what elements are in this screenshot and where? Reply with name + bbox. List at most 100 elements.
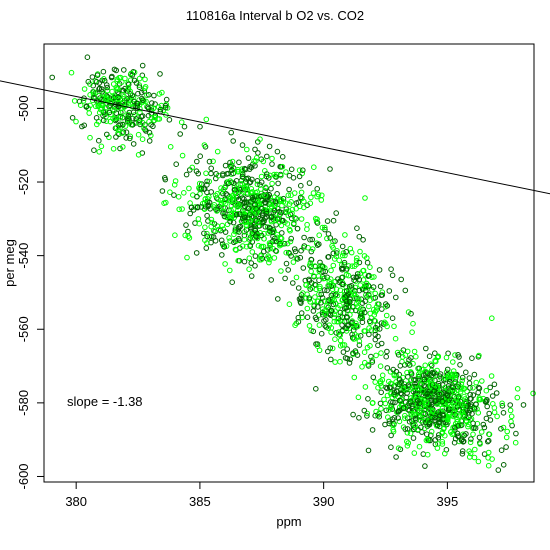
data-point [306,262,313,269]
data-point [520,402,527,408]
data-point [163,96,170,103]
data-point [206,158,213,165]
data-point [253,206,259,212]
data-point [303,295,309,301]
data-point [306,276,312,283]
data-point [402,415,408,422]
data-point [397,407,403,414]
data-point [100,117,107,124]
data-point [459,374,466,381]
data-point [353,274,360,281]
data-point [232,190,239,196]
data-point [157,71,163,77]
data-point [148,132,154,139]
data-point [217,197,224,204]
data-point [131,98,137,105]
data-point [273,171,280,178]
data-point [486,431,493,438]
data-point [268,203,275,210]
data-point [344,301,350,307]
data-point [430,408,436,415]
data-point [498,426,504,432]
data-point [391,323,397,330]
data-point [151,92,157,99]
data-point [139,72,146,79]
data-point [220,172,226,179]
data-point [203,116,210,123]
data-point [370,374,377,381]
data-point [252,146,258,153]
data-point [359,319,366,326]
data-point [146,129,153,136]
data-point [115,95,122,102]
data-point [382,320,389,327]
data-point [324,235,330,242]
data-point [208,165,214,172]
data-point [389,406,396,412]
data-point [181,190,187,196]
data-point [373,352,379,359]
data-point [245,205,252,211]
data-point [252,233,259,239]
data-point [354,323,361,330]
data-point [356,338,363,345]
data-point [339,281,346,288]
data-point [330,238,336,245]
data-point [396,381,403,388]
data-point [288,192,294,198]
data-point [211,202,218,208]
data-point [485,438,491,445]
data-point [411,450,418,456]
data-point [197,191,203,197]
data-point [326,278,333,285]
data-point [363,287,369,294]
data-point [372,336,379,343]
data-point [459,436,465,443]
data-point [133,116,139,122]
data-point [273,248,279,254]
data-point [241,258,248,265]
data-point [138,113,145,120]
data-point [395,408,402,415]
data-point [367,264,373,271]
data-point [488,373,495,379]
data-point [343,249,350,255]
data-point [467,439,474,446]
data-point [443,354,450,361]
data-point [327,235,334,241]
data-point [325,254,331,260]
data-point [475,410,482,416]
data-point [226,235,232,241]
data-point [359,314,365,320]
data-point [143,98,149,105]
data-point [107,99,114,105]
data-point [322,268,329,275]
data-point [411,376,417,383]
data-point [233,247,239,253]
data-point [247,211,253,218]
data-point [377,363,384,370]
data-point [179,206,185,212]
data-point [103,95,110,101]
data-point [92,78,99,84]
data-point [304,221,310,228]
data-point [141,125,147,132]
data-point [498,447,505,454]
data-point [208,216,215,223]
data-point [439,411,446,418]
data-point [104,87,111,94]
data-point [120,109,126,115]
data-point [279,230,285,236]
y-tick-label: -520 [16,169,31,195]
data-point [194,158,200,165]
data-point [410,360,416,367]
data-point [336,329,342,335]
data-point [446,378,453,385]
data-point [314,343,321,350]
data-point [127,88,133,95]
data-point [288,199,294,205]
data-point [287,238,294,245]
data-point [359,364,365,370]
x-axis-label: ppm [276,514,301,529]
data-point [415,385,421,392]
